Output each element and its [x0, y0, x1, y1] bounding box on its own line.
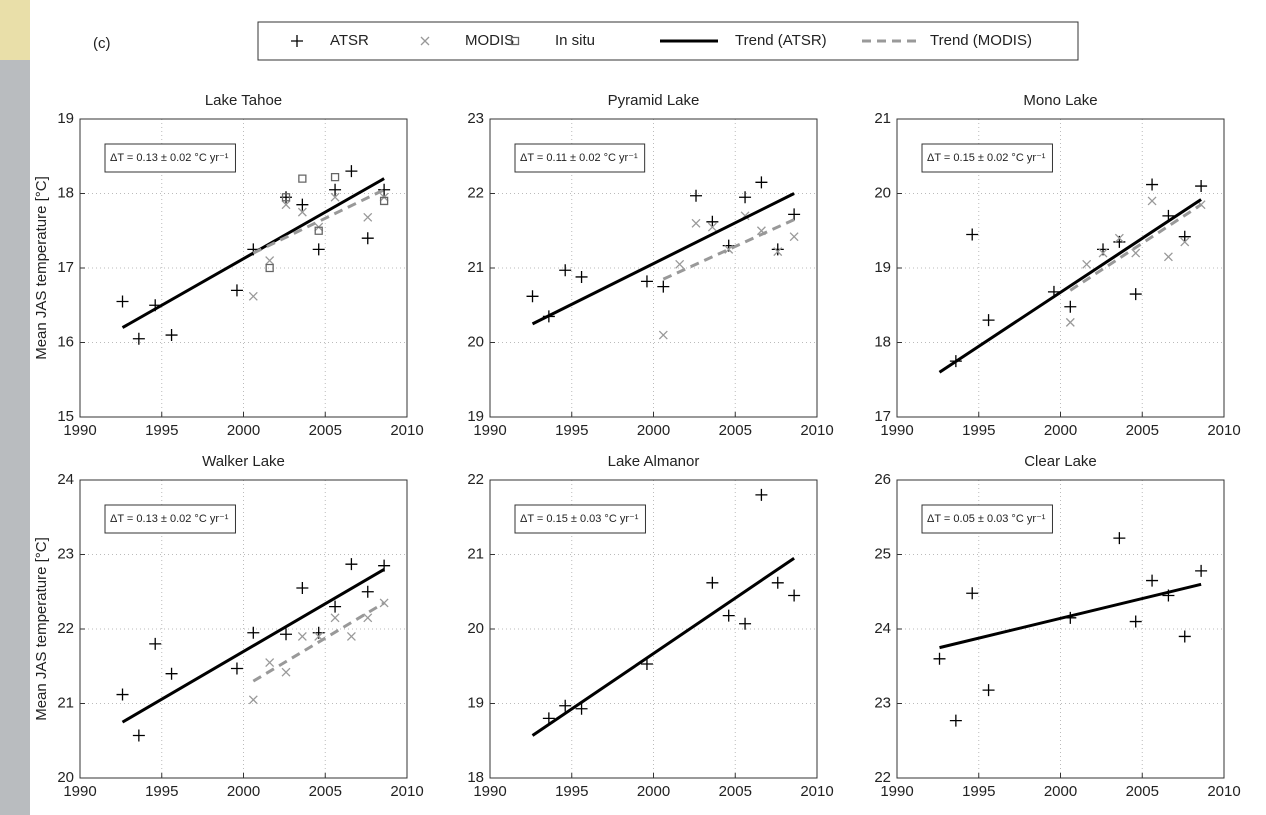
- x-tick-label: 1995: [145, 422, 178, 439]
- x-tick-label: 1995: [555, 783, 588, 800]
- figure: (c) 151617181919901995200020052010Lake T…: [0, 0, 1266, 815]
- y-tick-label: 22: [57, 620, 74, 637]
- y-tick-label: 19: [874, 259, 891, 276]
- panel-label: (c): [93, 35, 111, 52]
- annotation: ΔT = 0.15 ± 0.03 °C yr⁻¹: [520, 513, 639, 525]
- x-tick-label: 2000: [227, 422, 260, 439]
- x-tick-label: 2010: [1207, 422, 1240, 439]
- chart-title: Lake Tahoe: [205, 92, 282, 109]
- y-tick-label: 20: [874, 184, 891, 201]
- y-tick-label: 18: [57, 184, 74, 201]
- legend-label: MODIS: [465, 32, 514, 49]
- x-tick-label: 2005: [719, 783, 752, 800]
- y-tick-label: 16: [57, 333, 74, 350]
- chart-title: Clear Lake: [1024, 453, 1097, 470]
- chart-title: Mono Lake: [1023, 92, 1097, 109]
- x-tick-label: 1990: [63, 783, 96, 800]
- y-tick-label: 22: [467, 184, 484, 201]
- y-tick-label: 24: [57, 471, 74, 488]
- chart-title: Pyramid Lake: [608, 92, 700, 109]
- y-tick-label: 22: [467, 471, 484, 488]
- x-tick-label: 2010: [800, 422, 833, 439]
- y-axis-label: Mean JAS temperature [°C]: [33, 176, 50, 360]
- legend-label: Trend (ATSR): [735, 32, 827, 49]
- y-tick-label: 21: [874, 110, 891, 127]
- x-tick-label: 1995: [555, 422, 588, 439]
- y-tick-label: 21: [57, 694, 74, 711]
- y-tick-label: 23: [57, 545, 74, 562]
- x-tick-label: 2010: [390, 422, 423, 439]
- y-tick-label: 24: [874, 620, 891, 637]
- y-axis-label: Mean JAS temperature [°C]: [33, 537, 50, 721]
- x-tick-label: 2005: [309, 422, 342, 439]
- chart-title: Walker Lake: [202, 453, 285, 470]
- x-tick-label: 1990: [473, 783, 506, 800]
- y-tick-label: 23: [874, 694, 891, 711]
- x-tick-label: 2000: [637, 422, 670, 439]
- x-tick-label: 2005: [1126, 783, 1159, 800]
- x-tick-label: 2000: [637, 783, 670, 800]
- y-tick-label: 18: [874, 333, 891, 350]
- annotation: ΔT = 0.15 ± 0.02 °C yr⁻¹: [927, 152, 1046, 164]
- x-tick-label: 2000: [1044, 422, 1077, 439]
- y-tick-label: 19: [467, 694, 484, 711]
- background-strip: [0, 0, 30, 815]
- annotation: ΔT = 0.13 ± 0.02 °C yr⁻¹: [110, 513, 229, 525]
- y-tick-label: 25: [874, 545, 891, 562]
- legend-label: Trend (MODIS): [930, 32, 1032, 49]
- annotation: ΔT = 0.13 ± 0.02 °C yr⁻¹: [110, 152, 229, 164]
- legend-label: In situ: [555, 32, 595, 49]
- x-tick-label: 2000: [1044, 783, 1077, 800]
- x-tick-label: 2010: [1207, 783, 1240, 800]
- x-tick-label: 2010: [800, 783, 833, 800]
- background-corner: [0, 0, 30, 60]
- legend-label: ATSR: [330, 32, 369, 49]
- figure-background: [30, 0, 1266, 815]
- y-tick-label: 20: [467, 620, 484, 637]
- annotation: ΔT = 0.05 ± 0.03 °C yr⁻¹: [927, 513, 1046, 525]
- y-tick-label: 20: [467, 333, 484, 350]
- x-tick-label: 2010: [390, 783, 423, 800]
- x-tick-label: 1995: [962, 783, 995, 800]
- x-tick-label: 1990: [473, 422, 506, 439]
- x-tick-label: 2005: [1126, 422, 1159, 439]
- y-tick-label: 17: [57, 259, 74, 276]
- x-tick-label: 1995: [962, 422, 995, 439]
- x-tick-label: 2000: [227, 783, 260, 800]
- x-tick-label: 1990: [880, 783, 913, 800]
- x-tick-label: 2005: [309, 783, 342, 800]
- x-tick-label: 1990: [880, 422, 913, 439]
- y-tick-label: 19: [57, 110, 74, 127]
- x-tick-label: 2005: [719, 422, 752, 439]
- y-tick-label: 21: [467, 259, 484, 276]
- y-tick-label: 26: [874, 471, 891, 488]
- y-tick-label: 21: [467, 545, 484, 562]
- annotation: ΔT = 0.11 ± 0.02 °C yr⁻¹: [520, 152, 638, 164]
- y-tick-label: 23: [467, 110, 484, 127]
- chart-title: Lake Almanor: [608, 453, 700, 470]
- x-tick-label: 1990: [63, 422, 96, 439]
- x-tick-label: 1995: [145, 783, 178, 800]
